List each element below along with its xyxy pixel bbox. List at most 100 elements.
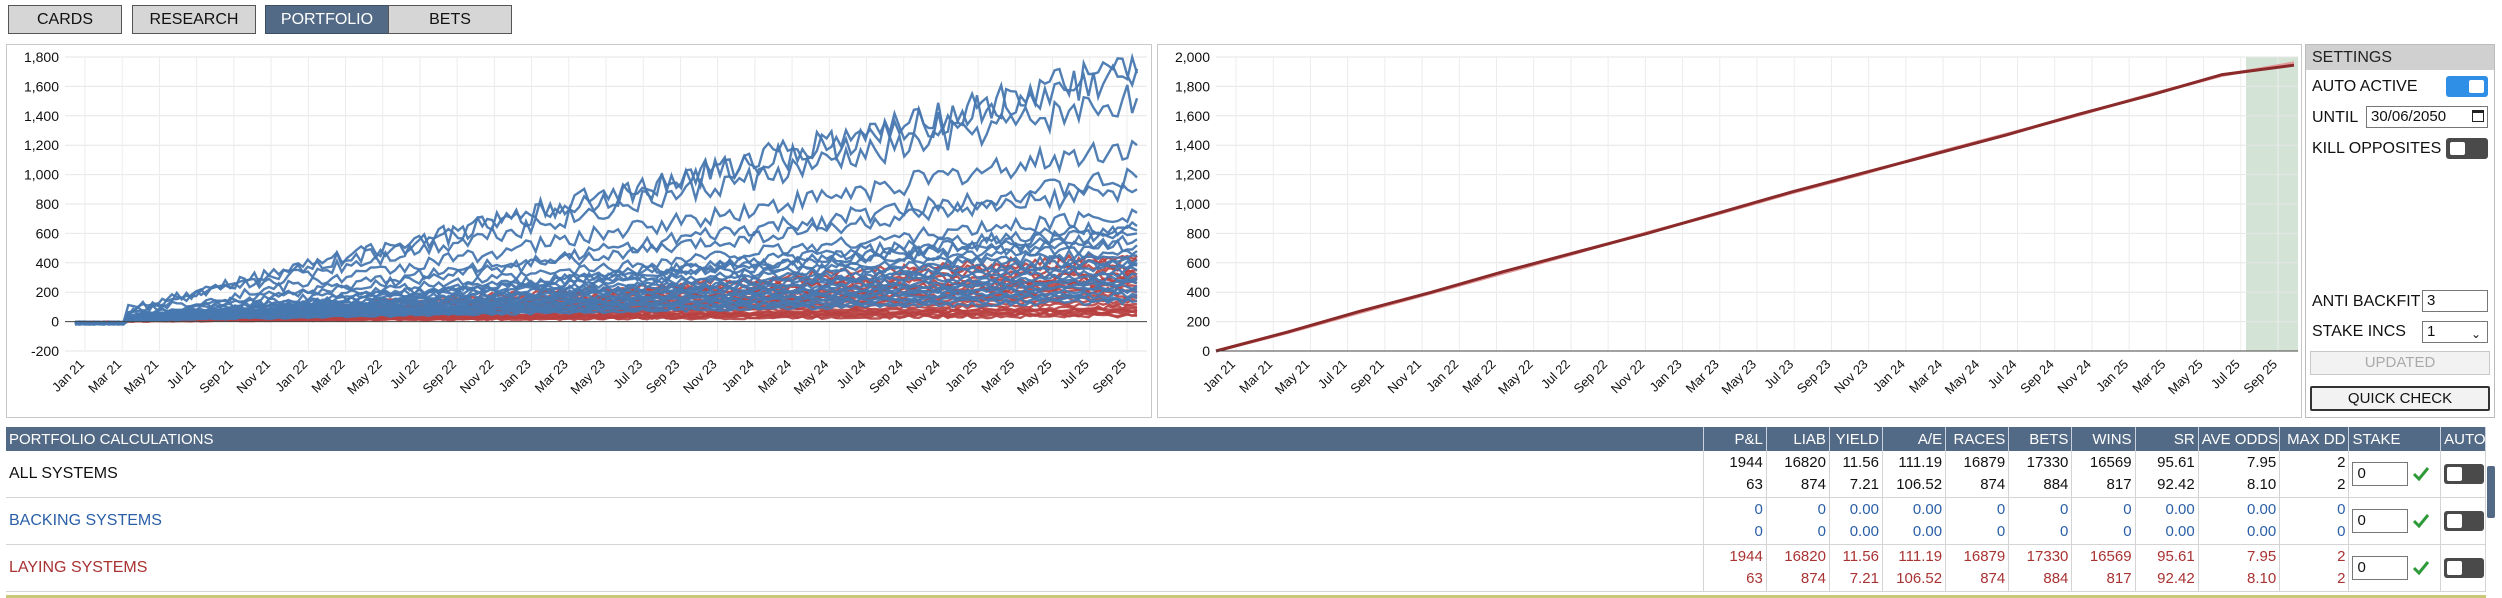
kill-opposites-toggle[interactable] — [2446, 138, 2488, 159]
x-tick-label: Jul 23 — [1761, 357, 1796, 392]
all-systems-row: ALL SYSTEMS 1944 63 16820 874 11.56 7.21 111.19… — [6, 451, 2486, 498]
x-tick-label: Jan 24 — [1870, 357, 1908, 395]
y-tick-label: 1,600 — [24, 78, 59, 94]
table-scrollbar[interactable] — [2487, 466, 2495, 518]
x-tick-label: May 24 — [791, 357, 832, 398]
updated-button[interactable]: UPDATED — [2310, 351, 2490, 375]
x-tick-label: Mar 23 — [532, 357, 571, 396]
stake-input[interactable]: 0 — [2352, 509, 2409, 533]
blue-series-line — [74, 181, 1138, 326]
x-tick-label: May 25 — [1014, 357, 1055, 398]
y-tick-label: 800 — [36, 196, 60, 212]
stake-cell: 0 — [2348, 497, 2442, 545]
tab-cards[interactable]: CARDS — [8, 5, 122, 34]
portfolio-series-line — [1215, 63, 2295, 353]
x-tick-label: May 24 — [1942, 357, 1983, 398]
x-tick-label: Mar 24 — [755, 357, 794, 396]
check-icon[interactable] — [2412, 513, 2430, 529]
row-cell: 16569 817 — [2071, 451, 2136, 498]
x-tick-label: Jan 25 — [942, 357, 980, 395]
blue-series-line — [74, 266, 1138, 326]
row-cell: 16569 817 — [2071, 544, 2136, 592]
table-title: PORTFOLIO CALCULATIONS — [6, 427, 1704, 451]
auto-active-label: AUTO ACTIVE — [2312, 78, 2418, 95]
x-tick-label: May 23 — [1718, 357, 1759, 398]
row-cell: 95.61 92.42 — [2135, 544, 2199, 592]
x-tick-label: May 21 — [1272, 357, 1313, 398]
tab-portfolio[interactable]: PORTFOLIO — [265, 5, 389, 34]
x-tick-label: Nov 24 — [2054, 357, 2094, 397]
red-series-line — [75, 313, 1138, 325]
quick-check-button[interactable]: QUICK CHECK — [2310, 386, 2490, 411]
y-tick-label: 1,400 — [24, 108, 59, 124]
blue-series-line — [75, 208, 1138, 326]
portfolio-calculations-table: PORTFOLIO CALCULATIONS P&L LIAB YIELD A/… — [6, 427, 2486, 592]
x-tick-label: Mar 22 — [308, 357, 347, 396]
col-pnl: P&L — [1703, 427, 1767, 451]
auto-cell — [2440, 451, 2486, 498]
y-tick-label: 0 — [1202, 343, 1210, 359]
x-tick-label: Nov 21 — [233, 357, 273, 397]
x-tick-label: Sep 21 — [196, 357, 236, 397]
row-cell: 0.00 0.00 — [2135, 497, 2199, 545]
row-name: BACKING SYSTEMS — [6, 497, 1704, 545]
stake-incs-label: STAKE INCS — [2312, 323, 2406, 340]
x-tick-label: Sep 22 — [420, 357, 460, 397]
row-cell: 1944 63 — [1703, 451, 1767, 498]
x-tick-label: Jan 23 — [495, 357, 533, 395]
y-tick-label: 400 — [1187, 284, 1211, 300]
backing-systems-row: BACKING SYSTEMS 0 0 0 0 0.00 0.00 0.00 0.00 0 0 0 0 0… — [6, 497, 2486, 545]
check-icon[interactable] — [2412, 466, 2430, 482]
row-name: LAYING SYSTEMS — [6, 544, 1704, 592]
auto-toggle[interactable] — [2444, 511, 2485, 531]
x-tick-label: Nov 24 — [903, 357, 943, 397]
x-tick-label: Jul 23 — [610, 357, 645, 392]
blue-series-line — [74, 84, 1139, 326]
y-tick-label: 1,200 — [1175, 167, 1210, 183]
x-tick-label: Mar 21 — [85, 357, 124, 396]
row-cell: 11.56 7.21 — [1829, 451, 1883, 498]
tab-research[interactable]: RESEARCH — [132, 5, 256, 34]
row-cell: 111.19 106.52 — [1882, 451, 1947, 498]
x-tick-label: Jul 21 — [1315, 357, 1350, 392]
col-races: RACES — [1945, 427, 2010, 451]
col-ae: A/E — [1882, 427, 1947, 451]
auto-toggle[interactable] — [2444, 464, 2485, 484]
x-tick-label: May 23 — [567, 357, 608, 398]
y-tick-label: 1,000 — [1175, 196, 1210, 212]
x-tick-label: May 21 — [121, 357, 162, 398]
x-tick-label: Nov 22 — [457, 357, 497, 397]
calendar-icon — [2472, 110, 2484, 122]
row-cell: 95.61 92.42 — [2135, 451, 2199, 498]
x-tick-label: Mar 21 — [1236, 357, 1275, 396]
until-date-input[interactable]: 30/06/2050 — [2366, 106, 2488, 128]
stake-input[interactable]: 0 — [2352, 462, 2409, 486]
blue-series-line — [74, 248, 1138, 326]
until-label: UNTIL — [2312, 109, 2359, 126]
anti-backfit-input[interactable]: 3 — [2422, 290, 2488, 312]
stake-input[interactable]: 0 — [2352, 556, 2409, 580]
table-header: PORTFOLIO CALCULATIONS P&L LIAB YIELD A/… — [6, 427, 2486, 451]
stake-incs-select[interactable]: 1 ⌄ — [2422, 321, 2488, 343]
col-max-dd: MAX DD — [2279, 427, 2350, 451]
col-liab: LIAB — [1766, 427, 1830, 451]
x-tick-label: Jul 24 — [1984, 357, 2019, 392]
auto-active-toggle[interactable] — [2446, 76, 2488, 97]
tab-bets[interactable]: BETS — [388, 5, 512, 34]
stake-cell: 0 — [2348, 544, 2442, 592]
row-cell: 16879 874 — [1945, 544, 2010, 592]
y-tick-label: 600 — [1187, 255, 1211, 271]
x-tick-label: Mar 25 — [2129, 357, 2168, 396]
x-tick-label: Jan 23 — [1646, 357, 1684, 395]
portfolio-equity-chart-panel: 2,000 1,800 1,600 1,400 1,200 1,000 800 600 400 2… — [1157, 44, 2302, 418]
row-cell: 16820 874 — [1766, 544, 1830, 592]
x-tick-label: Sep 22 — [1571, 357, 1611, 397]
x-tick-label: Nov 23 — [1831, 357, 1871, 397]
check-icon[interactable] — [2412, 560, 2430, 576]
auto-toggle[interactable] — [2444, 558, 2485, 578]
x-tick-label: Sep 23 — [1794, 357, 1834, 397]
row-cell: 7.95 8.10 — [2198, 544, 2281, 592]
